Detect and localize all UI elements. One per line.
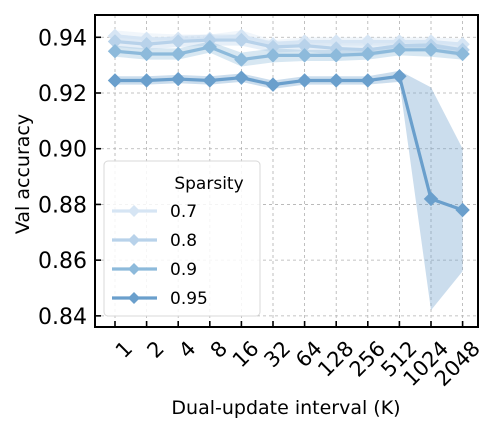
data-point [455, 46, 470, 62]
data-point [107, 73, 123, 88]
data-point [297, 73, 312, 88]
legend-box [103, 160, 261, 317]
data-point [392, 69, 407, 84]
y-tick-label: 0.94 [38, 26, 87, 51]
legend-label: 0.8 [170, 231, 197, 251]
data-point [328, 48, 344, 63]
legend: Sparsity 0.7 0.8 0.9 0.95 [103, 160, 261, 317]
x-tick-label: 16 [228, 336, 264, 372]
data-point [360, 73, 376, 88]
data-point [423, 191, 439, 207]
data-point [234, 32, 249, 48]
data-point [107, 44, 123, 59]
y-tick-label: 0.88 [38, 193, 87, 218]
legend-title: Sparsity [174, 174, 243, 194]
plot-frame [94, 14, 479, 328]
y-tick-label: 0.84 [38, 305, 87, 330]
y-tick-label: 0.90 [38, 138, 87, 163]
data-point [455, 202, 470, 218]
data-point [297, 48, 312, 63]
data-point [170, 46, 186, 62]
y-axis-label: Val accuracy [12, 114, 34, 234]
y-tick-label: 0.86 [38, 249, 87, 274]
data-point [392, 42, 407, 58]
y-tick-label: 0.92 [38, 82, 87, 107]
x-axis-label: Dual-update interval (K) [171, 397, 400, 419]
x-tick-label: 32 [259, 336, 295, 372]
legend-swatch-marker [128, 263, 140, 275]
data-point [139, 73, 154, 88]
x-tick-label: 8 [206, 336, 232, 362]
band-0.7 [115, 30, 463, 50]
data-point [202, 73, 218, 88]
legend-label: 0.9 [170, 260, 197, 280]
legend-swatch-marker [128, 292, 140, 304]
data-point [265, 48, 281, 63]
data-point [202, 39, 218, 55]
data-point [170, 71, 186, 87]
data-point [360, 46, 376, 62]
data-point [265, 77, 281, 92]
data-point [234, 52, 249, 67]
legend-label: 0.95 [170, 289, 208, 309]
x-tick-label: 2 [142, 336, 168, 362]
legend-label: 0.7 [170, 202, 197, 222]
band-0.95 [115, 70, 463, 311]
x-tick-label: 1 [111, 336, 137, 362]
legend-swatch-marker [128, 234, 140, 246]
data-point [234, 70, 249, 85]
x-tick-label: 4 [174, 336, 200, 362]
series-lines [107, 28, 470, 218]
data-point [139, 46, 154, 62]
data-point [328, 73, 344, 88]
data-point [423, 42, 439, 58]
legend-swatch-marker [128, 205, 140, 217]
